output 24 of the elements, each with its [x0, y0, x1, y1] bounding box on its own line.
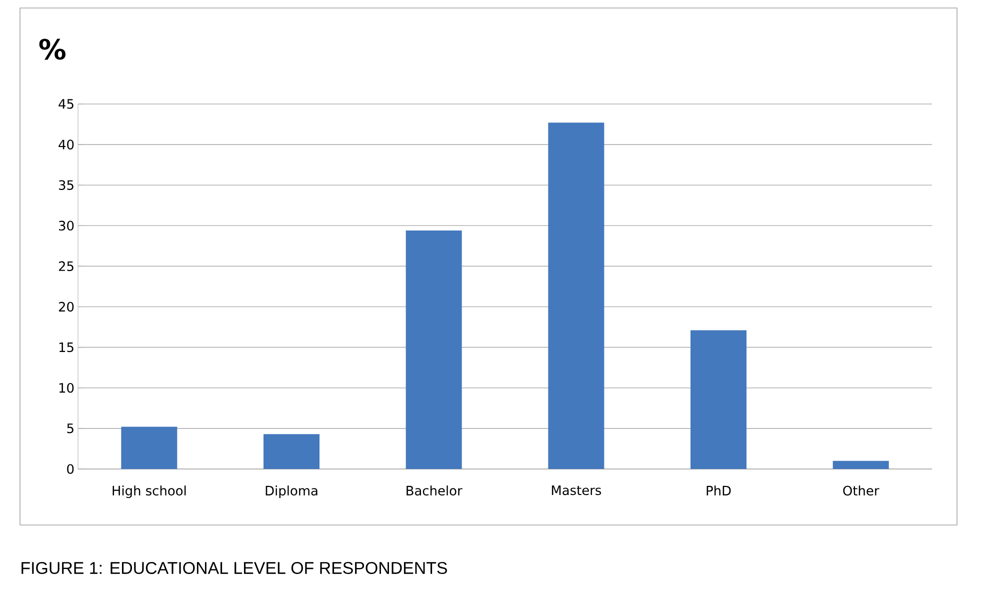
y-tick-label: 10	[59, 382, 74, 393]
y-axis-title: %	[39, 38, 66, 60]
y-tick-label: 35	[58, 180, 74, 190]
bar	[264, 434, 320, 469]
x-tick-label: Other	[843, 486, 880, 496]
y-tick-label: 40	[58, 140, 74, 150]
y-tick-label: 15	[59, 342, 74, 352]
y-tick-label: 25	[58, 261, 74, 272]
x-tick-label: PhD	[706, 486, 731, 496]
x-tick-label: Bachelor	[406, 486, 462, 496]
y-tick-label: 30	[58, 220, 74, 231]
bar	[548, 122, 604, 469]
x-tick-label: Masters	[552, 486, 602, 496]
bar	[121, 426, 178, 469]
caption: FIGURE 1: EDUCATIONAL LEVEL OF RESPONDENTS	[22, 562, 447, 574]
y-tick-label: 5	[67, 424, 74, 434]
y-tick-label: 20	[58, 302, 74, 312]
x-tick-label: High school	[112, 486, 186, 498]
bar	[832, 460, 889, 469]
bar	[690, 330, 747, 469]
x-tick-label: Diploma	[266, 486, 318, 498]
y-tick-label: 45	[58, 99, 74, 109]
bar	[406, 230, 462, 469]
y-tick-label: 0	[67, 464, 74, 474]
